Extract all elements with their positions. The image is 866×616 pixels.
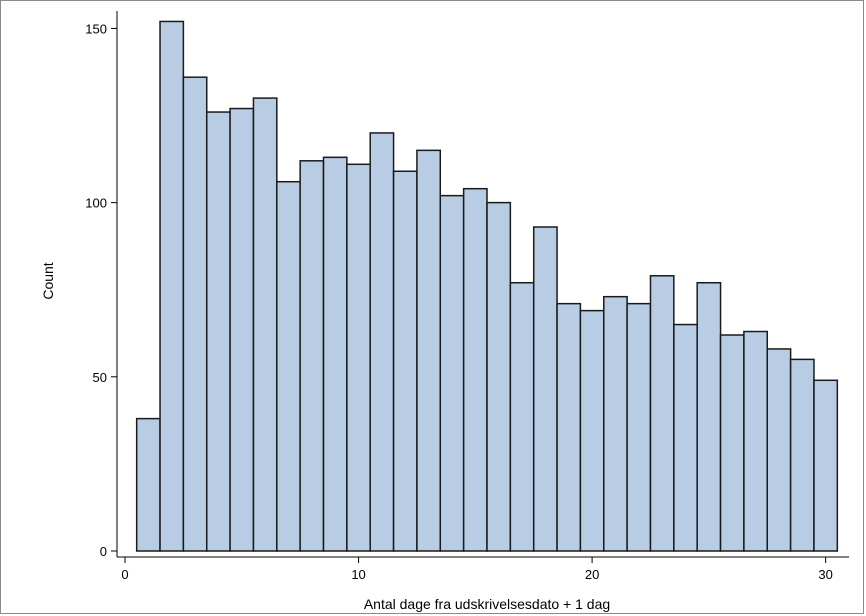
x-ticks-group: 0 10 20 30: [121, 557, 833, 582]
histogram-bar: [416, 149, 442, 552]
histogram-bar: [392, 170, 418, 552]
histogram-bar: [135, 417, 161, 552]
histogram-bar: [346, 163, 371, 552]
x-tick-label: 30: [818, 567, 832, 582]
histogram-bar: [299, 160, 325, 552]
y-tick-label: 150: [85, 21, 107, 36]
histogram-bar: [673, 323, 698, 552]
histogram-bar: [532, 226, 558, 552]
y-tick-label: 50: [93, 370, 107, 385]
histogram-bar: [766, 348, 792, 552]
histogram-bar: [719, 334, 745, 552]
y-tick-label: 100: [85, 196, 107, 211]
histogram-bar: [229, 107, 255, 552]
histogram-bar: [603, 295, 628, 552]
y-ticks-group: 0 50 100 150: [85, 21, 117, 559]
bars-group: [135, 20, 839, 552]
histogram-bar: [626, 302, 652, 552]
histogram-bar: [509, 281, 535, 552]
histogram-bar: [556, 302, 582, 552]
histogram-bar: [696, 281, 722, 552]
y-axis-title: Count: [40, 262, 56, 299]
histogram-bar: [649, 275, 675, 552]
histogram-bar: [182, 76, 208, 552]
histogram-bar: [252, 97, 278, 552]
x-tick-label: 0: [121, 567, 128, 582]
histogram-bar: [205, 111, 231, 552]
x-axis-title: Antal dage fra udskrivelsesdato + 1 dag: [364, 596, 610, 612]
histogram-bar: [462, 187, 488, 552]
histogram-bar: [369, 132, 395, 552]
histogram-bar: [813, 379, 839, 552]
histogram-bar: [789, 358, 815, 552]
histogram-bar: [276, 180, 301, 552]
histogram-bar: [743, 330, 769, 552]
x-tick-label: 20: [585, 567, 599, 582]
histogram-bar: [579, 309, 605, 552]
histogram-bar: [439, 194, 465, 552]
histogram-bar: [486, 201, 512, 552]
y-tick-label: 0: [100, 544, 107, 559]
x-tick-label: 10: [351, 567, 365, 582]
histogram-bar: [322, 156, 348, 552]
histogram-bar: [159, 20, 185, 552]
